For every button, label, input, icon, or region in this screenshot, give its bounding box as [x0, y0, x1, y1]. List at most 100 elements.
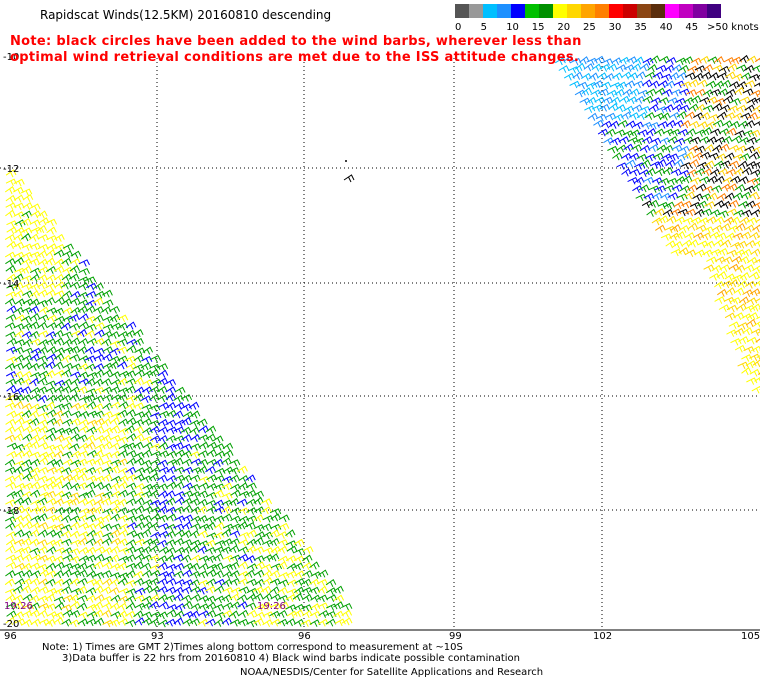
wind-barb — [142, 346, 154, 355]
wind-barb — [712, 119, 724, 128]
wind-barb — [60, 530, 72, 539]
wind-barb — [142, 569, 153, 578]
wind-barb — [13, 202, 25, 211]
wind-barb — [149, 425, 161, 434]
wind-barb — [702, 64, 714, 73]
wind-barb — [213, 585, 225, 594]
wind-barb — [710, 248, 722, 257]
wind-barb — [125, 370, 136, 379]
wind-barb — [685, 249, 697, 258]
wind-barb — [610, 96, 621, 105]
wind-barb — [37, 529, 49, 538]
wind-barb — [28, 417, 40, 426]
wind-barb — [13, 186, 24, 195]
wind-barb — [100, 523, 113, 532]
wind-barb — [653, 128, 665, 137]
wind-barb — [600, 81, 612, 90]
wind-barb — [62, 346, 74, 355]
wind-barb — [690, 177, 702, 185]
wind-barb — [69, 345, 81, 354]
wind-barb — [205, 578, 217, 587]
wind-barb — [5, 314, 17, 322]
wind-barb — [694, 249, 706, 258]
wind-barb — [29, 529, 40, 538]
wind-barb — [230, 523, 242, 531]
wind-barb — [334, 618, 346, 627]
wind-barb — [118, 401, 129, 410]
wind-barb — [648, 104, 660, 113]
wind-barb — [76, 594, 89, 603]
wind-barb — [53, 249, 65, 258]
wind-barb — [736, 81, 748, 90]
wind-barb — [205, 425, 217, 434]
wind-barb — [94, 593, 105, 602]
legend-label: 25 — [583, 22, 596, 33]
wind-barb — [238, 586, 250, 594]
wind-barb — [29, 283, 41, 292]
wind-barb — [652, 152, 664, 161]
wind-barb — [61, 481, 73, 490]
wind-barb — [21, 370, 33, 379]
wind-barb — [659, 55, 670, 64]
wind-barb — [333, 585, 344, 594]
wind-barb — [197, 579, 210, 588]
wind-barb — [664, 201, 676, 210]
wind-barb — [222, 554, 234, 563]
wind-barb — [149, 594, 161, 603]
wind-barb — [286, 579, 298, 588]
wind-barb — [727, 63, 738, 72]
wind-barb — [699, 151, 711, 160]
wind-barb — [285, 540, 297, 548]
wind-barb — [705, 80, 717, 89]
wind-barb — [181, 416, 192, 426]
wind-barb — [222, 610, 234, 618]
wind-barb — [182, 569, 193, 578]
wind-barb — [662, 167, 674, 176]
wind-barb — [13, 529, 25, 538]
wind-barb — [648, 185, 660, 193]
wind-barb — [94, 443, 106, 452]
wind-barb — [142, 441, 154, 450]
wind-barb — [221, 482, 233, 491]
wind-barb — [229, 554, 242, 563]
wind-barb — [246, 609, 258, 618]
wind-barb — [587, 112, 599, 121]
wind-barb — [214, 467, 226, 476]
wind-barb — [117, 458, 129, 466]
wind-barb — [697, 79, 708, 88]
wind-barb — [60, 514, 72, 523]
wind-barb — [753, 82, 760, 87]
wind-barb — [622, 130, 634, 138]
wind-barb — [148, 473, 160, 482]
wind-barb — [253, 546, 265, 554]
wind-barb — [21, 322, 33, 331]
wind-barb — [677, 128, 689, 137]
wind-barb — [5, 169, 17, 178]
wind-barb — [53, 616, 64, 626]
wind-barb — [261, 498, 273, 506]
wind-barb — [166, 481, 177, 490]
wind-barb — [45, 570, 57, 578]
wind-barb — [699, 97, 711, 105]
wind-barb — [134, 369, 146, 378]
wind-barb — [165, 586, 177, 595]
wind-barb — [13, 233, 25, 242]
wind-barb — [149, 563, 161, 572]
y-tick-label: -14 — [3, 279, 19, 290]
wind-barb — [117, 387, 130, 395]
legend-swatch — [525, 4, 539, 18]
wind-barb — [658, 97, 670, 105]
wind-barb — [166, 513, 177, 522]
wind-barb — [244, 569, 256, 578]
wind-barb — [45, 361, 56, 370]
wind-barb — [93, 617, 105, 626]
wind-barb — [713, 239, 725, 248]
wind-barb — [92, 572, 105, 580]
wind-barb — [717, 248, 729, 256]
wind-barb — [13, 273, 24, 282]
wind-barb — [237, 578, 249, 586]
wind-barb — [252, 593, 264, 602]
wind-barb — [727, 225, 740, 233]
wind-barb — [29, 602, 41, 611]
wind-barb — [644, 71, 656, 80]
